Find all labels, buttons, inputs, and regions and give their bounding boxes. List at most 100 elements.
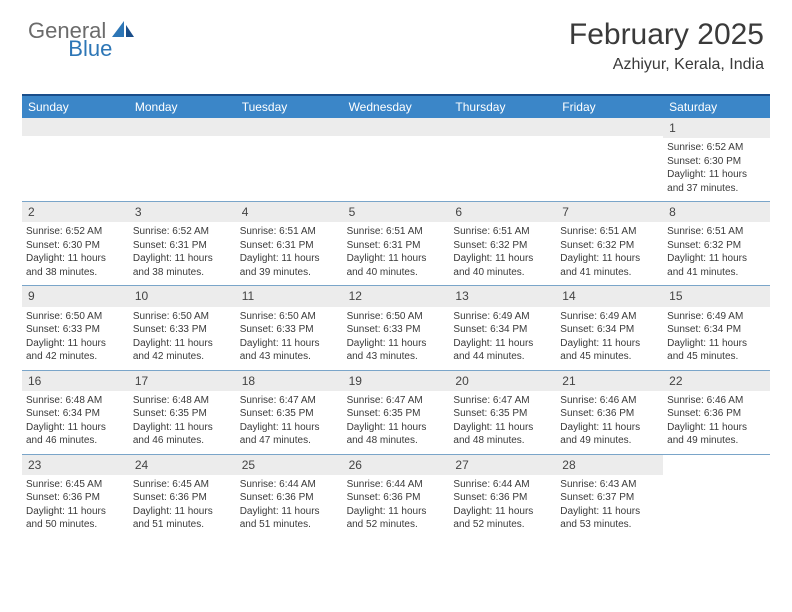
day-detail: Sunset: 6:30 PM — [26, 239, 125, 253]
day-detail: Sunrise: 6:46 AM — [667, 394, 766, 408]
day-cell — [129, 118, 236, 201]
day-cell: 5Sunrise: 6:51 AMSunset: 6:31 PMDaylight… — [343, 202, 450, 285]
day-cell: 17Sunrise: 6:48 AMSunset: 6:35 PMDayligh… — [129, 371, 236, 454]
day-number: 1 — [663, 118, 770, 138]
day-cell: 28Sunrise: 6:43 AMSunset: 6:37 PMDayligh… — [556, 455, 663, 538]
day-number: 4 — [236, 202, 343, 222]
week-row: 1Sunrise: 6:52 AMSunset: 6:30 PMDaylight… — [22, 118, 770, 201]
day-number — [663, 455, 770, 473]
day-cell: 4Sunrise: 6:51 AMSunset: 6:31 PMDaylight… — [236, 202, 343, 285]
day-number: 27 — [449, 455, 556, 475]
header: General Blue February 2025 Azhiyur, Kera… — [0, 0, 792, 82]
day-detail: Sunrise: 6:49 AM — [453, 310, 552, 324]
day-detail: Sunrise: 6:47 AM — [240, 394, 339, 408]
day-detail: Daylight: 11 hours and 52 minutes. — [453, 505, 552, 532]
day-header-friday: Friday — [556, 96, 663, 118]
day-number: 13 — [449, 286, 556, 306]
day-detail: Daylight: 11 hours and 48 minutes. — [453, 421, 552, 448]
day-number: 8 — [663, 202, 770, 222]
day-detail: Sunrise: 6:49 AM — [667, 310, 766, 324]
day-detail: Sunrise: 6:47 AM — [347, 394, 446, 408]
day-detail: Sunrise: 6:48 AM — [133, 394, 232, 408]
day-cell: 14Sunrise: 6:49 AMSunset: 6:34 PMDayligh… — [556, 286, 663, 369]
day-number: 23 — [22, 455, 129, 475]
day-detail: Sunset: 6:35 PM — [347, 407, 446, 421]
day-detail: Daylight: 11 hours and 38 minutes. — [26, 252, 125, 279]
day-detail: Sunrise: 6:46 AM — [560, 394, 659, 408]
day-number: 9 — [22, 286, 129, 306]
day-detail: Sunset: 6:34 PM — [453, 323, 552, 337]
day-detail: Daylight: 11 hours and 45 minutes. — [667, 337, 766, 364]
day-detail: Daylight: 11 hours and 38 minutes. — [133, 252, 232, 279]
day-detail: Sunrise: 6:44 AM — [347, 478, 446, 492]
day-number — [22, 118, 129, 136]
week-row: 23Sunrise: 6:45 AMSunset: 6:36 PMDayligh… — [22, 454, 770, 538]
day-cell: 27Sunrise: 6:44 AMSunset: 6:36 PMDayligh… — [449, 455, 556, 538]
day-number: 16 — [22, 371, 129, 391]
day-detail: Daylight: 11 hours and 51 minutes. — [133, 505, 232, 532]
day-detail: Daylight: 11 hours and 48 minutes. — [347, 421, 446, 448]
day-detail: Sunset: 6:32 PM — [453, 239, 552, 253]
day-number — [236, 118, 343, 136]
day-number: 11 — [236, 286, 343, 306]
day-number: 21 — [556, 371, 663, 391]
logo: General Blue — [28, 18, 184, 44]
day-header-sunday: Sunday — [22, 96, 129, 118]
day-detail: Sunrise: 6:50 AM — [240, 310, 339, 324]
title-block: February 2025 Azhiyur, Kerala, India — [569, 18, 764, 74]
day-detail: Sunset: 6:35 PM — [133, 407, 232, 421]
day-cell: 1Sunrise: 6:52 AMSunset: 6:30 PMDaylight… — [663, 118, 770, 201]
day-number: 7 — [556, 202, 663, 222]
day-detail: Sunrise: 6:51 AM — [667, 225, 766, 239]
day-header-thursday: Thursday — [449, 96, 556, 118]
day-detail: Daylight: 11 hours and 42 minutes. — [133, 337, 232, 364]
day-cell: 11Sunrise: 6:50 AMSunset: 6:33 PMDayligh… — [236, 286, 343, 369]
day-cell: 10Sunrise: 6:50 AMSunset: 6:33 PMDayligh… — [129, 286, 236, 369]
day-number: 5 — [343, 202, 450, 222]
day-cell: 26Sunrise: 6:44 AMSunset: 6:36 PMDayligh… — [343, 455, 450, 538]
day-cell: 15 Sunrise: 6:49 AMSunset: 6:34 PMDayligh… — [663, 286, 770, 369]
day-cell — [343, 118, 450, 201]
week-row: 9Sunrise: 6:50 AMSunset: 6:33 PMDaylight… — [22, 285, 770, 369]
day-cell: 20Sunrise: 6:47 AMSunset: 6:35 PMDayligh… — [449, 371, 556, 454]
weeks-container: 1Sunrise: 6:52 AMSunset: 6:30 PMDaylight… — [22, 118, 770, 538]
day-header-saturday: Saturday — [663, 96, 770, 118]
day-detail: Daylight: 11 hours and 52 minutes. — [347, 505, 446, 532]
day-number: 25 — [236, 455, 343, 475]
day-detail: Sunrise: 6:44 AM — [240, 478, 339, 492]
day-detail: Daylight: 11 hours and 43 minutes. — [347, 337, 446, 364]
day-detail: Sunset: 6:32 PM — [667, 239, 766, 253]
day-detail: Sunrise: 6:52 AM — [133, 225, 232, 239]
day-cell: 6Sunrise: 6:51 AMSunset: 6:32 PMDaylight… — [449, 202, 556, 285]
day-detail: Sunset: 6:37 PM — [560, 491, 659, 505]
location: Azhiyur, Kerala, India — [569, 56, 764, 74]
day-detail: Sunrise: 6:51 AM — [347, 225, 446, 239]
day-detail: Sunrise: 6:45 AM — [133, 478, 232, 492]
day-cell: 2Sunrise: 6:52 AMSunset: 6:30 PMDaylight… — [22, 202, 129, 285]
day-detail: Daylight: 11 hours and 39 minutes. — [240, 252, 339, 279]
day-number: 6 — [449, 202, 556, 222]
day-detail: Daylight: 11 hours and 49 minutes. — [667, 421, 766, 448]
day-detail: Sunrise: 6:45 AM — [26, 478, 125, 492]
day-detail: Sunset: 6:34 PM — [667, 323, 766, 337]
day-detail: Sunset: 6:33 PM — [240, 323, 339, 337]
day-header-wednesday: Wednesday — [343, 96, 450, 118]
day-detail: Daylight: 11 hours and 42 minutes. — [26, 337, 125, 364]
day-number: 15 — [663, 286, 770, 306]
day-header-tuesday: Tuesday — [236, 96, 343, 118]
day-detail: Sunrise: 6:50 AM — [347, 310, 446, 324]
day-detail: Daylight: 11 hours and 47 minutes. — [240, 421, 339, 448]
day-detail: Sunset: 6:32 PM — [560, 239, 659, 253]
day-number: 17 — [129, 371, 236, 391]
day-detail: Sunset: 6:36 PM — [560, 407, 659, 421]
day-number: 10 — [129, 286, 236, 306]
day-detail: Sunrise: 6:49 AM — [560, 310, 659, 324]
day-number: 22 — [663, 371, 770, 391]
day-detail: Sunrise: 6:52 AM — [26, 225, 125, 239]
day-number: 19 — [343, 371, 450, 391]
logo-text-blue: Blue — [68, 36, 112, 62]
day-detail: Sunrise: 6:48 AM — [26, 394, 125, 408]
day-cell: 25Sunrise: 6:44 AMSunset: 6:36 PMDayligh… — [236, 455, 343, 538]
day-detail: Sunset: 6:30 PM — [667, 155, 766, 169]
day-detail: Sunset: 6:36 PM — [26, 491, 125, 505]
